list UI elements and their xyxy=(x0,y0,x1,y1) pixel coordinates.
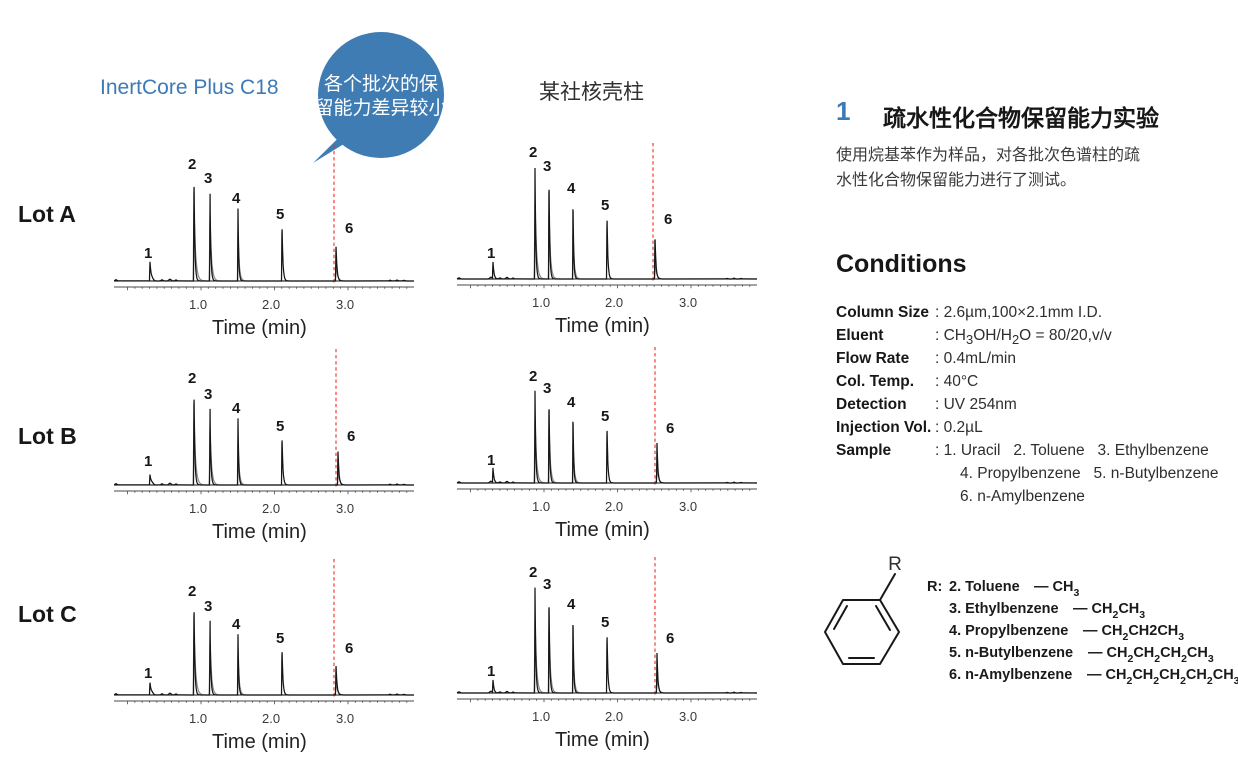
svg-text:4. Propylbenzene: 4. Propylbenzene xyxy=(949,623,1068,639)
svg-text:各个批次的保: 各个批次的保 xyxy=(324,73,438,95)
svg-text:— CH2CH2CH2CH2CH3: — CH2CH2CH2CH2CH3 xyxy=(1087,667,1238,687)
svg-text:R: R xyxy=(888,554,902,575)
svg-text:R:: R: xyxy=(927,579,942,595)
svg-text:— CH2CH2CH3: — CH2CH2CH3 xyxy=(1083,623,1184,643)
svg-text:— CH3: — CH3 xyxy=(1034,579,1079,599)
svg-text:5. n-Butylbenzene: 5. n-Butylbenzene xyxy=(949,645,1073,661)
svg-text:留能力差异较小: 留能力差异较小 xyxy=(314,97,447,119)
svg-text:2. Toluene: 2. Toluene xyxy=(949,579,1020,595)
svg-text:3. Ethylbenzene: 3. Ethylbenzene xyxy=(949,601,1059,617)
svg-text:— CH2CH2CH2CH3: — CH2CH2CH2CH3 xyxy=(1088,645,1214,665)
svg-text:6. n-Amylbenzene: 6. n-Amylbenzene xyxy=(949,667,1072,683)
svg-text:— CH2CH3: — CH2CH3 xyxy=(1073,601,1145,621)
